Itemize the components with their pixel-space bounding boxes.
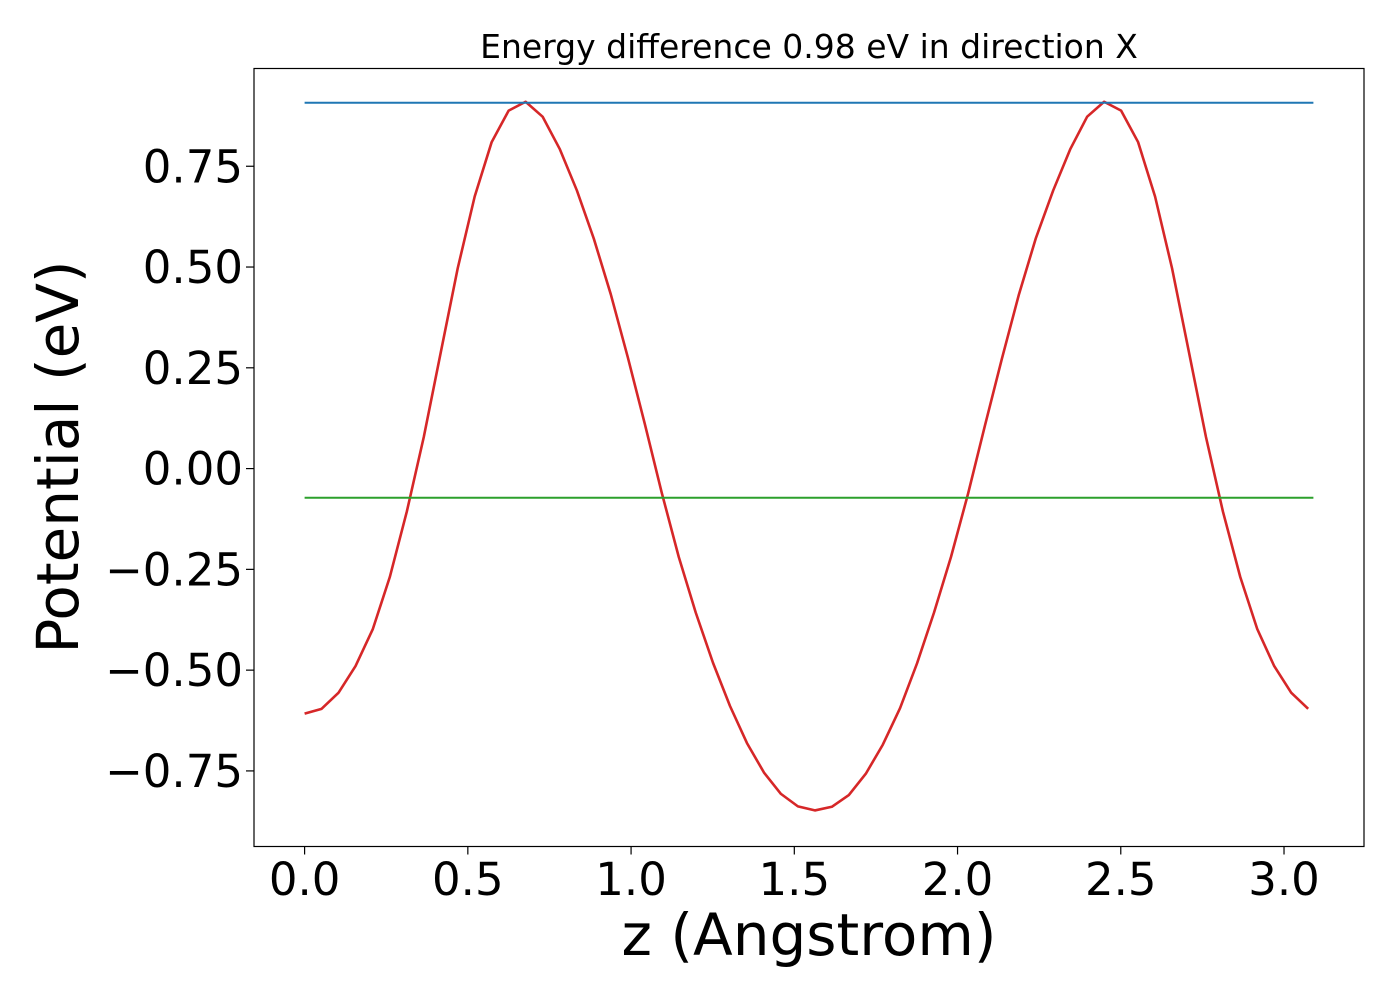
y-axis: −0.75 −0.50 −0.25 0.00 0.25 0.50 0.75 — [105, 140, 254, 798]
x-tick-label: 1.5 — [759, 853, 831, 906]
x-tick-label: 3.0 — [1248, 853, 1320, 906]
x-tick-label: 2.5 — [1085, 853, 1157, 906]
y-tick-label: −0.75 — [105, 745, 243, 798]
y-tick-label: −0.50 — [105, 644, 243, 697]
y-tick-label: 0.00 — [143, 443, 243, 496]
chart-title: Energy difference 0.98 eV in direction X — [480, 27, 1138, 66]
y-tick-label: 0.25 — [143, 342, 243, 395]
plot-area — [254, 68, 1364, 847]
y-tick-label: −0.25 — [105, 543, 243, 596]
x-axis-label: z (Angstrom) — [622, 901, 997, 969]
y-tick-label: 0.75 — [143, 140, 243, 193]
x-tick-label: 0.0 — [269, 853, 341, 906]
series-line-1 — [304, 100, 1310, 812]
x-tick-label: 1.0 — [595, 853, 667, 906]
series-layer — [304, 100, 1314, 812]
x-axis: 0.0 0.5 1.0 1.5 2.0 2.5 3.0 — [269, 846, 1320, 906]
y-axis-label: Potential (eV) — [24, 260, 92, 653]
x-tick-label: 2.0 — [922, 853, 994, 906]
plot-frame — [253, 67, 1365, 848]
y-tick-label: 0.50 — [143, 241, 243, 294]
x-tick-label: 0.5 — [432, 853, 504, 906]
